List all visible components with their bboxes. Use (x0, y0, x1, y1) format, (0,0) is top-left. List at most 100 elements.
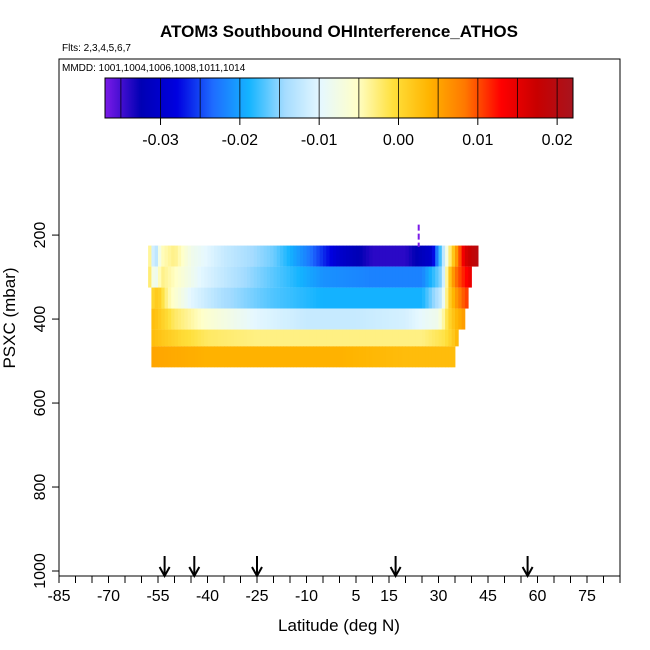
heatmap-cell (154, 329, 159, 347)
heatmap-cell (398, 287, 403, 309)
heatmap-cell (273, 287, 278, 309)
heatmap-cell (204, 346, 208, 368)
heatmap-cell (204, 308, 208, 330)
heatmap-cell (405, 329, 410, 347)
heatmap-cell (290, 308, 294, 330)
heatmap-cell (319, 245, 324, 267)
heatmap-cell (214, 329, 218, 347)
heatmap-cell (200, 308, 205, 330)
heatmap-cell (174, 287, 179, 309)
heatmap-cell (372, 329, 377, 347)
x-tick-label: -70 (97, 588, 120, 605)
heatmap-cell (438, 346, 443, 368)
heatmap-cell (392, 346, 396, 368)
heatmap-cell (290, 329, 294, 347)
heatmap-cell (250, 266, 255, 288)
heatmap-cell (412, 287, 416, 309)
heatmap-cell (227, 245, 231, 267)
heatmap-cell (174, 245, 179, 267)
heatmap-cell (171, 287, 175, 309)
heatmap-cell (227, 266, 231, 288)
heatmap-cell (210, 346, 215, 368)
heatmap-cell (200, 266, 205, 288)
heatmap-cell (280, 346, 284, 368)
heatmap-cell (369, 266, 373, 288)
heatmap-cell (306, 346, 311, 368)
heatmap-cell (382, 308, 387, 330)
heatmap-cell (197, 245, 202, 267)
heatmap-cell (332, 245, 337, 267)
heatmap-cell (303, 308, 307, 330)
heatmap-cell (174, 346, 179, 368)
heatmap-cell (356, 329, 360, 347)
heatmap-cell (197, 266, 202, 288)
heatmap-cell (224, 245, 228, 267)
heatmap-cell (375, 346, 380, 368)
heatmap-cell (290, 346, 294, 368)
heatmap-cell (336, 266, 340, 288)
heatmap-cell (191, 346, 195, 368)
heatmap-cell (233, 329, 238, 347)
heatmap-cell (339, 346, 344, 368)
heatmap-cell (214, 266, 218, 288)
heatmap-cell (405, 346, 410, 368)
heatmap-cell (194, 266, 198, 288)
x-axis: -85 -70 -55 -40 -25 -10 5 15 30 45 60 75 (47, 576, 621, 605)
heatmap-cell (214, 287, 218, 309)
heatmap-cell (230, 346, 235, 368)
heatmap-cell (299, 266, 304, 288)
heatmap-cell (415, 308, 420, 330)
heatmap-cell (240, 308, 245, 330)
heatmap-cell (329, 287, 334, 309)
heatmap-cell (405, 245, 410, 267)
heatmap-cell (187, 346, 192, 368)
heatmap-cell (408, 329, 413, 347)
x-axis-label: Latitude (deg N) (278, 616, 400, 635)
heatmap-cell (412, 308, 416, 330)
heatmap-cell (418, 266, 423, 288)
heatmap-cell (346, 245, 350, 267)
heatmap-cell (309, 346, 314, 368)
heatmap-cell (276, 346, 281, 368)
heatmap-cell (336, 287, 340, 309)
heatmap-cell (250, 287, 255, 309)
heatmap-cell (418, 287, 423, 309)
heatmap-cell (243, 346, 248, 368)
heatmap-cell (161, 245, 165, 267)
heatmap-cell (200, 346, 205, 368)
heatmap-cell (184, 287, 189, 309)
heatmap-cell (309, 266, 314, 288)
heatmap-cell (306, 329, 311, 347)
heatmap-cell (458, 287, 462, 309)
heatmap-cell (435, 245, 439, 267)
heatmap-cell (200, 245, 205, 267)
heatmap-cell (270, 266, 274, 288)
flight-arrows (158, 556, 534, 579)
heatmap-cell (296, 287, 301, 309)
heatmap-cell (359, 308, 363, 330)
heatmap-cell (352, 266, 357, 288)
colorbar: -0.03 -0.02 -0.01 0.00 0.01 0.02 (104, 77, 574, 149)
heatmap-cell (474, 245, 479, 267)
y-tick-label: 800 (32, 474, 49, 501)
heatmap-cell (362, 245, 367, 267)
heatmap-cell (349, 245, 354, 267)
heatmap-cell (349, 346, 354, 368)
heatmap-cell (266, 329, 271, 347)
heatmap-cell (372, 346, 377, 368)
heatmap-cell (187, 287, 192, 309)
heatmap-cell (220, 287, 225, 309)
heatmap-cell (349, 308, 354, 330)
heatmap-cell (280, 329, 284, 347)
heatmap-cell (365, 287, 370, 309)
heatmap-cell (260, 308, 264, 330)
heatmap-cell (435, 287, 439, 309)
heatmap-cell (286, 308, 291, 330)
heatmap-cell (445, 266, 449, 288)
heatmap-cell (336, 308, 340, 330)
heatmap-cell (428, 346, 433, 368)
heatmap-cell (286, 266, 291, 288)
heatmap-cell (296, 266, 301, 288)
heatmap-cell (161, 329, 165, 347)
heatmap-cell (395, 287, 400, 309)
